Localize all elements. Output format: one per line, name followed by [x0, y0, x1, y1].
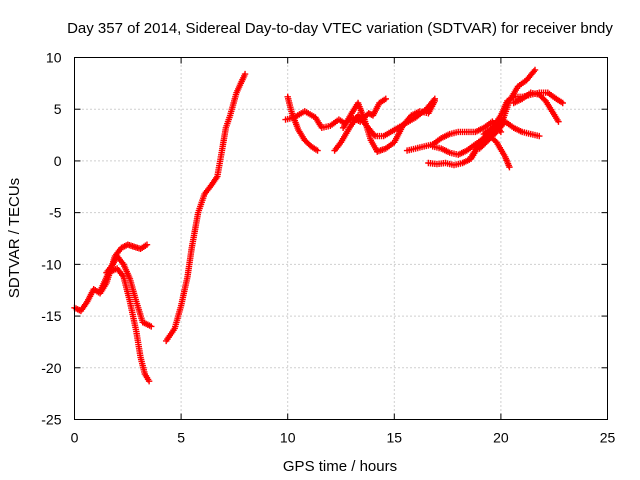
y-tick-label: -15	[41, 308, 61, 324]
data-point	[531, 66, 539, 74]
data-point	[431, 97, 439, 105]
series-arc-3d	[339, 97, 439, 155]
x-tick-label: 0	[71, 430, 79, 446]
data-point	[555, 118, 562, 125]
series-arc-4g	[510, 89, 562, 125]
x-tick-label: 10	[280, 430, 296, 446]
data-point	[559, 99, 566, 107]
grid-lines	[74, 57, 608, 420]
plot-frame	[74, 57, 608, 420]
data-point	[506, 163, 513, 171]
y-tick-label: -5	[49, 205, 62, 221]
tick-labels: 0 5 10 15 20 25 -25 -20 -15 -10 -5 0 5 10	[41, 50, 615, 446]
y-tick-label: -25	[41, 412, 61, 428]
chart-title: Day 357 of 2014, Sidereal Day-to-day VTE…	[67, 20, 613, 37]
data-point	[314, 147, 321, 154]
series-arc-1b	[103, 252, 155, 330]
y-axis-label: SDTVAR / TECUs	[6, 178, 23, 298]
y-tick-label: 10	[46, 50, 62, 66]
x-axis-label: GPS time / hours	[283, 458, 397, 475]
series-arc-1c	[96, 265, 153, 385]
series-arc-2	[162, 70, 249, 345]
x-tick-label: 15	[387, 430, 403, 446]
series-arc-3a	[284, 93, 321, 154]
axis-ticks	[74, 57, 608, 420]
y-tick-label: -20	[41, 360, 61, 376]
data-point	[148, 323, 155, 330]
data-point	[241, 70, 249, 78]
y-tick-label: 5	[54, 101, 62, 117]
y-tick-label: 0	[54, 153, 62, 169]
x-tick-label: 5	[177, 430, 185, 446]
series-arc-4f	[476, 118, 543, 152]
x-tick-label: 20	[493, 430, 509, 446]
data-points	[71, 66, 566, 385]
x-tick-label: 25	[600, 430, 616, 446]
data-point	[145, 378, 153, 385]
data-point	[382, 95, 389, 103]
data-point	[536, 132, 543, 140]
data-point	[143, 241, 151, 248]
y-tick-label: -10	[41, 256, 61, 272]
